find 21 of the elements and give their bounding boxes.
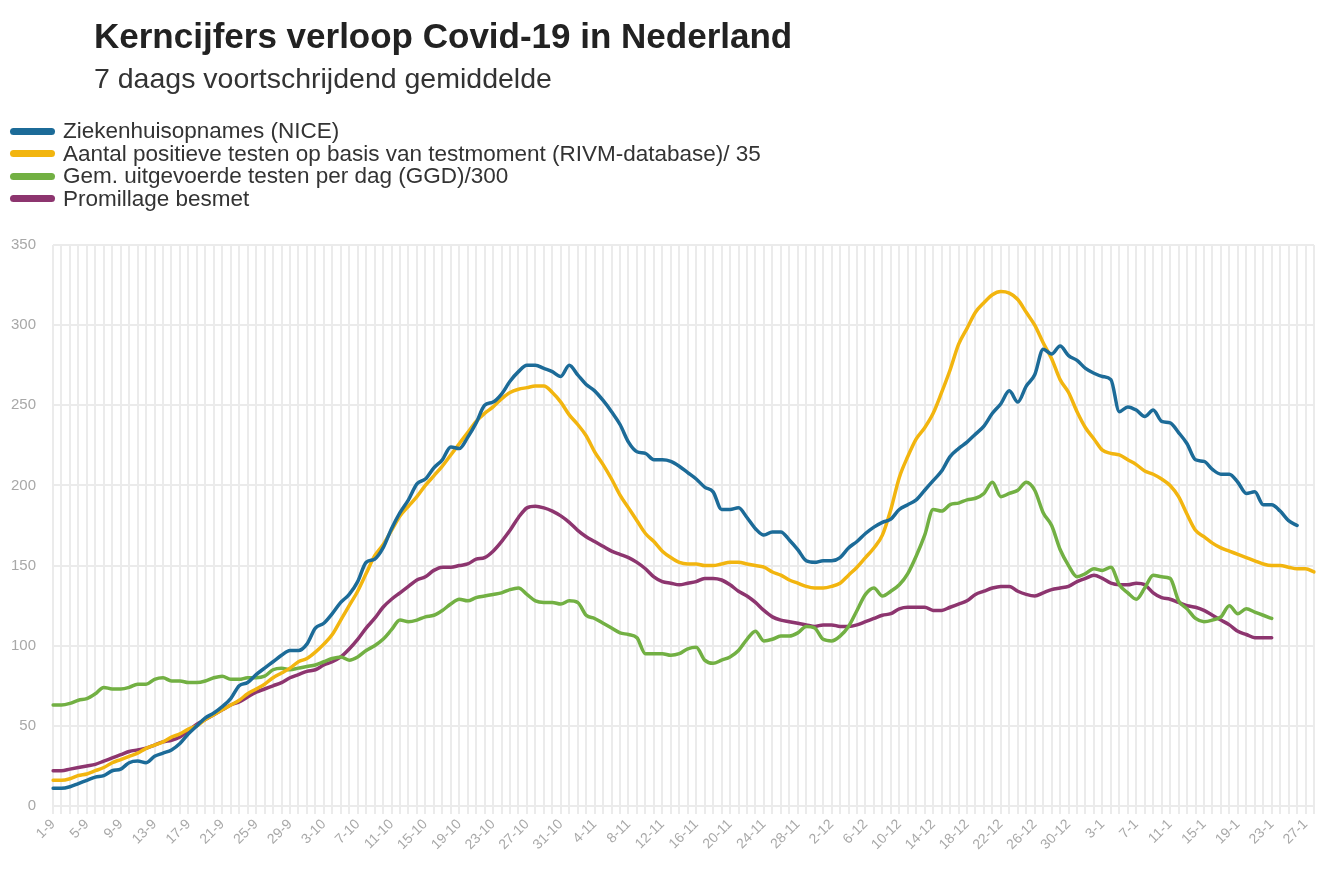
y-tick-label: 300 xyxy=(10,315,36,333)
x-tick-label: 8-11 xyxy=(602,815,634,846)
chart-subtitle: 7 daags voortschrijdend gemiddelde xyxy=(94,61,552,95)
x-tick-label: 1-9 xyxy=(32,815,58,842)
x-tick-label: 3-1 xyxy=(1081,815,1108,842)
y-tick-label: 100 xyxy=(10,635,36,653)
line-series xyxy=(51,480,1274,707)
x-tick-label: 7-1 xyxy=(1115,815,1142,842)
chart-title: Kerncijfers verloop Covid-19 in Nederland xyxy=(94,15,793,57)
x-tick-label: 5-9 xyxy=(66,815,92,842)
y-tick-label: 350 xyxy=(10,235,36,253)
line-series xyxy=(51,504,1274,773)
x-tick-label: 4-11 xyxy=(569,815,600,846)
y-tick-label: 0 xyxy=(27,796,36,814)
y-tick-label: 50 xyxy=(19,716,36,733)
legend-label: Ziekenhuisopnames (NICE) xyxy=(63,118,340,145)
x-tick-label: 9-9 xyxy=(99,815,126,842)
y-tick-label: 250 xyxy=(10,395,36,413)
x-tick-label: 11-1 xyxy=(1144,815,1176,846)
y-tick-label: 200 xyxy=(10,475,36,493)
y-tick-label: 150 xyxy=(10,555,36,573)
